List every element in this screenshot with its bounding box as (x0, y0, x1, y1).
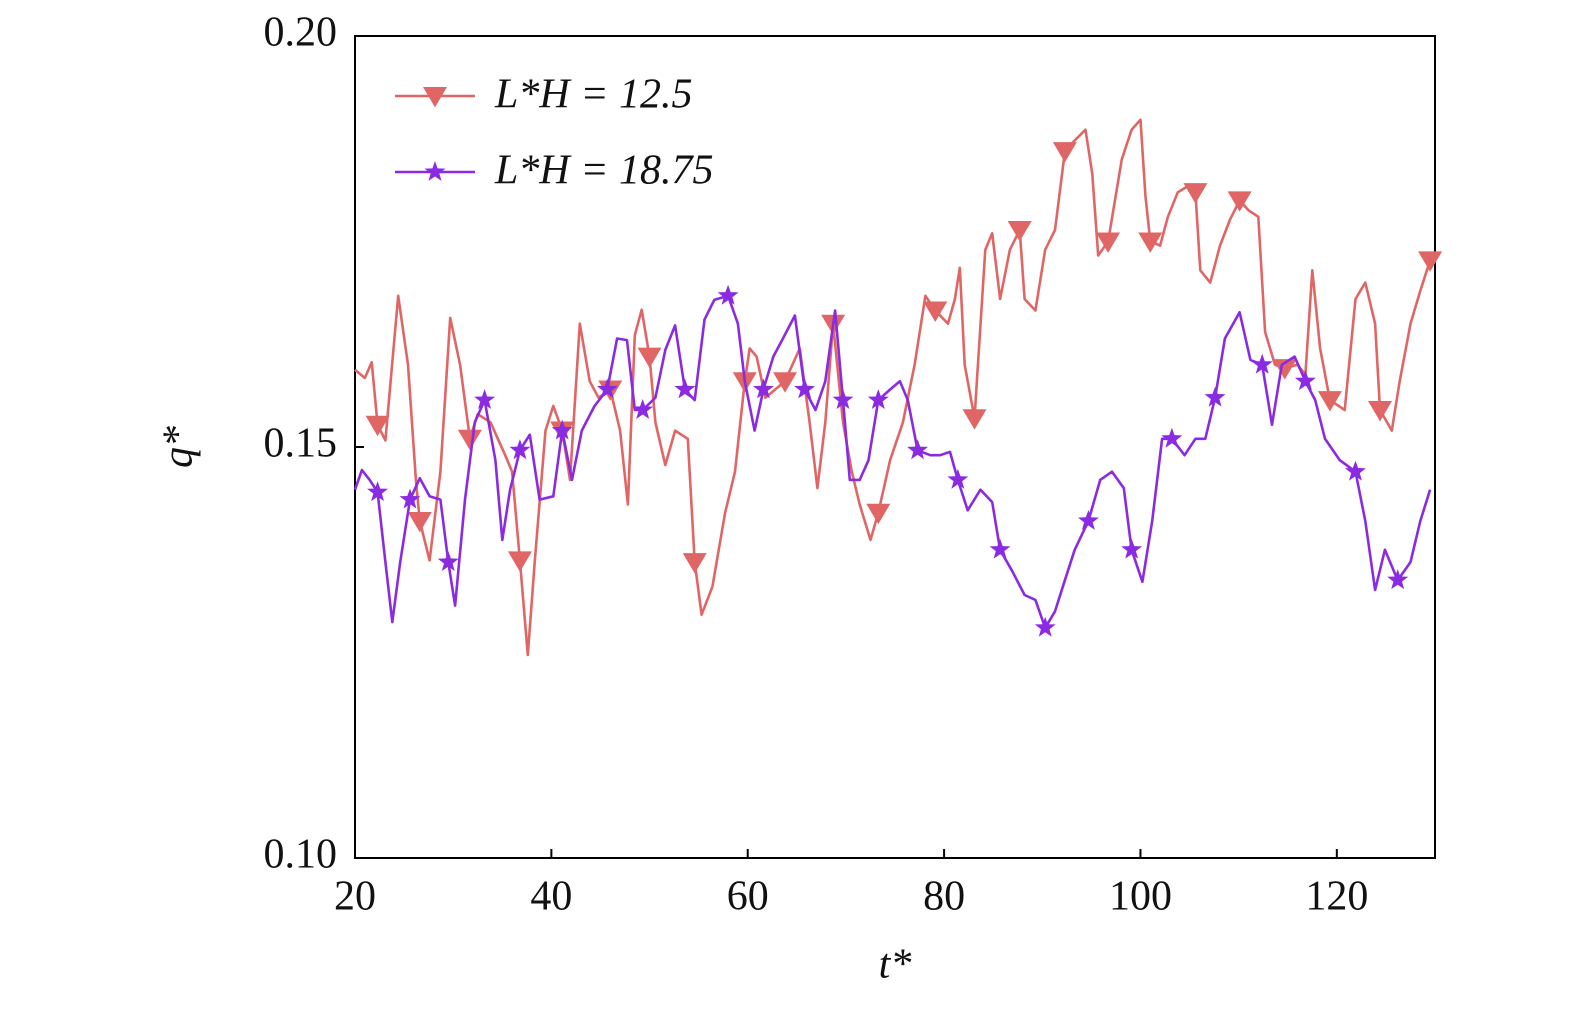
legend-text: L*H = 12.5 (494, 72, 693, 118)
series-marker (923, 301, 948, 322)
x-tick-label: 80 (923, 874, 965, 920)
series-marker (832, 389, 854, 409)
series-marker (1272, 359, 1297, 380)
legend-text: L*H = 18.75 (494, 148, 714, 194)
series-marker (637, 347, 662, 368)
series-marker (1387, 569, 1409, 590)
series-marker (1418, 251, 1443, 272)
y-axis-label: q* (156, 426, 202, 468)
series-marker (947, 468, 969, 489)
x-tick-label: 60 (727, 874, 769, 920)
series-marker (1317, 391, 1342, 412)
series-marker (509, 439, 531, 460)
x-axis-label: t* (879, 942, 912, 988)
series-marker (674, 378, 696, 399)
series-marker (1007, 220, 1032, 242)
series-marker (632, 399, 654, 419)
series-marker (907, 439, 928, 460)
series-marker (1368, 401, 1393, 422)
series-marker (962, 409, 987, 430)
series-marker (794, 378, 816, 399)
series-line (353, 294, 1432, 630)
y-tick-label: 0.10 (264, 832, 338, 878)
series-marker (1251, 353, 1273, 374)
series-marker (507, 551, 532, 572)
legend-marker (423, 87, 447, 108)
series-marker (1294, 370, 1316, 391)
y-tick-label: 0.20 (264, 10, 338, 56)
series-marker (1161, 427, 1183, 448)
series-marker (399, 488, 421, 509)
series-marker (474, 389, 496, 409)
series-marker (457, 429, 482, 451)
series-marker (867, 389, 889, 409)
series-marker (407, 511, 432, 533)
series-marker (367, 481, 388, 502)
series-marker (551, 419, 573, 440)
series-marker (989, 538, 1011, 559)
x-tick-label: 120 (1305, 874, 1368, 920)
series-marker (866, 503, 891, 525)
x-tick-label: 40 (530, 874, 572, 920)
series-marker (682, 553, 707, 574)
series-marker (1096, 232, 1121, 253)
series-marker (1078, 510, 1099, 530)
series-marker (753, 378, 774, 399)
series-marker (1034, 616, 1056, 637)
series-marker (773, 372, 798, 393)
series-marker (1227, 191, 1252, 212)
series-marker (1052, 142, 1077, 163)
series-marker (1138, 232, 1163, 253)
series-marker (1183, 183, 1208, 204)
series-marker (365, 415, 390, 437)
series-marker (1204, 386, 1226, 407)
series-marker (596, 378, 618, 399)
x-tick-label: 100 (1109, 874, 1172, 920)
series-marker (1345, 460, 1366, 481)
series-marker (437, 551, 459, 571)
series-marker (717, 284, 739, 305)
legend-marker (424, 161, 446, 181)
y-tick-label: 0.15 (264, 421, 338, 467)
series-marker (1121, 538, 1143, 559)
x-tick-label: 20 (334, 874, 376, 920)
